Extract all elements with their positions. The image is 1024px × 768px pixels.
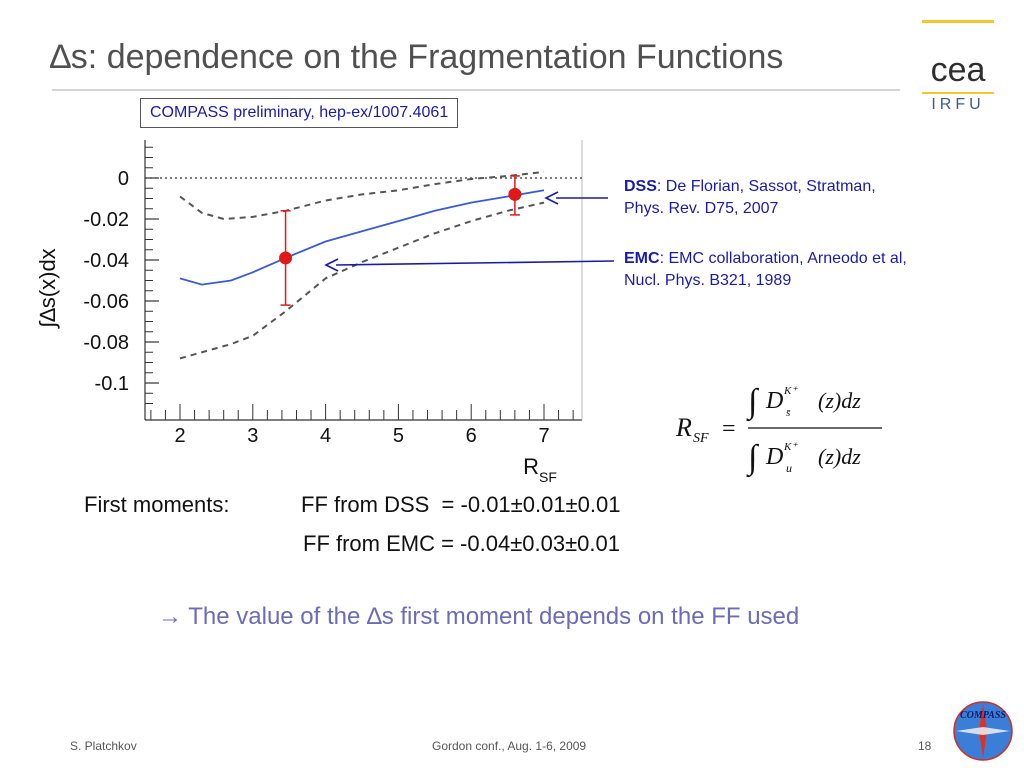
y-tick-label: -0.1 — [95, 373, 129, 395]
x-tick-label: 6 — [466, 425, 477, 447]
formula-den-d: D — [765, 444, 783, 470]
first-moments-dss: FF from DSS = -0.01±0.01±0.01 — [301, 492, 621, 517]
y-tick-label: 0 — [118, 168, 129, 190]
cea-irfu-logo: cea IRFU — [918, 18, 998, 116]
y-axis-label: ∫∆s(x)dx — [35, 248, 60, 329]
reference-dss-text2: Phys. Rev. D75, 2007 — [624, 200, 779, 217]
reference-dss-key: DSS — [624, 178, 657, 195]
data-point — [508, 187, 522, 201]
data-point — [279, 251, 293, 265]
y-tick-label: -0.04 — [83, 250, 129, 272]
x-tick-label: 4 — [320, 425, 331, 447]
x-tick-label: 5 — [393, 425, 404, 447]
compass-logo-text: COMPASS — [960, 710, 1006, 721]
y-tick-label: -0.02 — [83, 209, 129, 231]
reference-dss: DSS: De Florian, Sassot, Stratman, Phys.… — [624, 176, 876, 220]
reference-dss-text: : De Florian, Sassot, Stratman, — [656, 178, 876, 195]
compass-rose-icon — [956, 727, 1010, 735]
x-tick-label: 7 — [538, 425, 549, 447]
y-tick-label: -0.06 — [83, 291, 129, 313]
logo-mid-bar — [922, 92, 994, 94]
x-tick-label: 3 — [247, 425, 258, 447]
formula-den-sub: u — [786, 461, 792, 475]
formula-equals: = — [722, 416, 736, 442]
footer-author: S. Platchkov — [70, 739, 137, 753]
x-tick-label: 2 — [174, 425, 185, 447]
title-divider — [52, 89, 900, 91]
y-tick-label: -0.08 — [83, 332, 129, 354]
formula-lhs-sub: SF — [693, 431, 709, 446]
dashed-band-curve — [179, 170, 545, 221]
reference-emc: EMC: EMC collaboration, Arneodo et al, N… — [624, 248, 907, 292]
x-axis-label: RSF — [523, 454, 557, 485]
first-moments-emc: FF from EMC = -0.04±0.03±0.01 — [303, 531, 620, 556]
logo-top-bar — [922, 20, 994, 23]
footer-page-number: 18 — [918, 739, 932, 753]
first-moments-label: First moments: — [84, 492, 230, 517]
formula-lhs: R — [675, 413, 692, 442]
formula-den-sup: K⁺ — [783, 441, 798, 453]
central-curve — [179, 189, 545, 286]
reference-emc-text2: Nucl. Phys. B321, 1989 — [624, 272, 792, 289]
reference-emc-key: EMC — [624, 250, 660, 267]
formula-num-sup: K⁺ — [783, 385, 798, 397]
compass-logo: COMPASS — [953, 701, 1013, 761]
cea-logo-icon: cea — [931, 53, 986, 87]
compass-preliminary-label: COMPASS preliminary, hep-ex/1007.4061 — [140, 98, 459, 128]
slide-title: ∆s: dependence on the Fragmentation Func… — [50, 38, 784, 76]
formula-den-tail: (z)dz — [818, 444, 861, 469]
footer-conference: Gordon conf., Aug. 1-6, 2009 — [432, 739, 587, 753]
dashed-band-curve — [179, 201, 545, 360]
formula-num-d: D — [765, 388, 783, 414]
logo-irfu-text: IRFU — [931, 96, 985, 113]
formula-num-sub: s̄ — [786, 407, 791, 419]
conclusion-text: → The value of the ∆s first moment depen… — [158, 603, 800, 630]
formula-integral-den: ∫ — [746, 439, 760, 478]
rsf-formula: R SF = ∫ D K⁺ s̄ (z)dz ∫ D K⁺ u (z)dz — [675, 383, 882, 478]
formula-integral-num: ∫ — [746, 383, 760, 422]
delta-s-plot: 0 -0.02 -0.04 -0.06 -0.08 -0.1 2 3 4 5 6 7 RSF ∫∆s(x)… — [35, 140, 583, 485]
logo-cea-text: cea — [931, 53, 986, 87]
reference-emc-text: : EMC collaboration, Arneodo et al, — [659, 250, 907, 267]
formula-num-tail: (z)dz — [818, 388, 861, 413]
